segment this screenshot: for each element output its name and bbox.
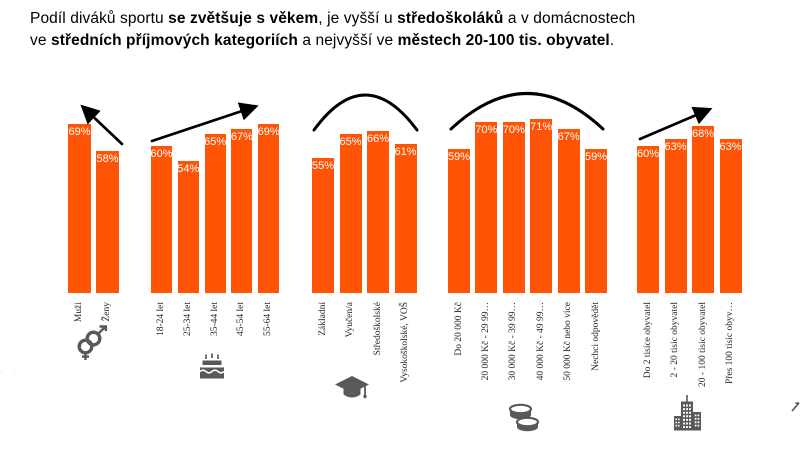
bar-value-label: 60% xyxy=(150,148,173,160)
category-label: 55-64 let xyxy=(263,302,274,337)
title-line: Podíl diváků sportu se zvětšuje s věkem,… xyxy=(30,8,778,30)
bar-income: 67% xyxy=(558,129,580,293)
bar-education: 65% xyxy=(339,134,362,293)
category-label: Do 20 000 Kč xyxy=(453,302,464,356)
graduation-cap-icon xyxy=(335,376,369,399)
title-segment: . xyxy=(609,32,615,50)
title-segment: se zvětšuje s věkem xyxy=(168,10,319,27)
bar-value-label: 65% xyxy=(339,136,362,148)
bar-age: 60% xyxy=(150,146,173,293)
title-segment: Podíl diváků sportu xyxy=(30,10,169,27)
bar-age: 65% xyxy=(204,134,226,293)
birthday-cake-icon xyxy=(199,353,225,379)
bar-city-size: 68% xyxy=(692,126,714,293)
bar-gender: 58% xyxy=(96,151,119,293)
category-label: 40 000 Kč - 49 99… xyxy=(535,302,546,381)
bar-education: 55% xyxy=(312,158,334,293)
bar-city-size: 63% xyxy=(664,139,687,293)
bar-age: 69% xyxy=(258,124,280,293)
title-line: ve středních příjmových kategoriích a ne… xyxy=(30,30,778,52)
bar-income: 70% xyxy=(475,122,497,293)
category-label: Středoškolské xyxy=(372,302,383,356)
category-label: 35-44 let xyxy=(209,302,220,337)
title-segment: městech 20-100 tis. obyvatel xyxy=(397,32,610,50)
title-segment: a v domácnostech xyxy=(503,10,636,27)
bar-value-label: 63% xyxy=(719,141,742,153)
category-label: 20 - 100 tisíc obyvatel xyxy=(697,302,708,387)
bar-value-label: 60% xyxy=(636,148,660,160)
bar-value-label: 69% xyxy=(257,126,280,138)
bar-value-label: 55% xyxy=(311,160,335,172)
category-label: 45-54 let xyxy=(236,302,247,337)
city-buildings-icon xyxy=(674,395,701,431)
category-label: 20 000 Kč - 29 99… xyxy=(480,302,491,381)
category-label: Muži xyxy=(74,302,84,323)
bar-value-label: 58% xyxy=(96,153,119,165)
category-label: 2 - 20 tisíc obyvatel xyxy=(670,302,680,378)
bar-age: 67% xyxy=(231,129,253,293)
category-label: Přes 100 tisíc obyv… xyxy=(725,302,735,385)
coins-icon xyxy=(508,403,540,432)
title-segment: ve xyxy=(30,32,51,50)
category-label: 18-24 let xyxy=(156,302,166,337)
bar-value-label: 59% xyxy=(584,151,608,163)
category-label: 25-34 let xyxy=(182,302,193,337)
bar-education: 66% xyxy=(367,131,389,293)
title-segment: , je vyšší u xyxy=(318,10,398,27)
bar-city-size: 63% xyxy=(719,139,742,293)
bar-age: 54% xyxy=(177,161,199,293)
title-segment: středoškoláků xyxy=(397,10,504,27)
bar-income: 71% xyxy=(530,119,552,293)
bar-value-label: 54% xyxy=(177,163,200,175)
category-label: Nechci odpovědět xyxy=(590,302,601,371)
bar-city-size: 60% xyxy=(637,146,659,293)
bar-value-label: 61% xyxy=(394,146,417,158)
bar-value-label: 68% xyxy=(691,128,715,140)
bar-education: 61% xyxy=(394,144,417,293)
category-label: 30 000 Kč - 39 99… xyxy=(508,302,519,381)
category-label: Vyučen/a xyxy=(345,302,355,338)
trend-arc-education xyxy=(312,93,419,132)
chart-title: Podíl diváků sportu se zvětšuje s věkem,… xyxy=(30,8,778,53)
category-label: Ženy xyxy=(102,302,112,322)
bar-value-label: 66% xyxy=(366,133,390,145)
title-segment: středních příjmových kategoriích xyxy=(50,32,298,50)
title-segment: a nejvyšší ve xyxy=(297,32,398,50)
bar-income: 59% xyxy=(448,149,470,293)
gender-icon xyxy=(77,325,108,360)
edge-artifact xyxy=(791,402,800,412)
category-label: Do 2 tisíce obyvatel xyxy=(642,302,653,379)
category-label: Základní xyxy=(317,302,328,336)
bar-income: 59% xyxy=(585,149,607,293)
category-label: 50 000 Kč nebo více xyxy=(563,302,574,381)
artifact-marks: - - xyxy=(0,366,19,377)
bar-income: 70% xyxy=(503,122,525,293)
bar-value-label: 67% xyxy=(557,131,580,143)
bar-value-label: 69% xyxy=(68,126,91,138)
bar-gender: 69% xyxy=(68,124,91,293)
bar-value-label: 63% xyxy=(664,141,687,153)
category-label: Vysokoškolské, VOŠ xyxy=(400,302,410,383)
bar-value-label: 59% xyxy=(447,151,471,163)
